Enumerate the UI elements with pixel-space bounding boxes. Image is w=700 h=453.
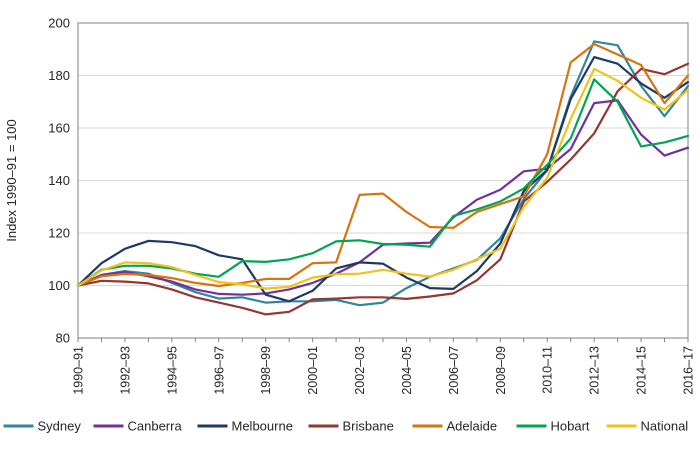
- legend-label-adelaide: Adelaide: [447, 419, 498, 434]
- x-axis-tick-label: 2012–13: [588, 346, 602, 395]
- legend-label-brisbane: Brisbane: [343, 419, 394, 434]
- legend-label-melbourne: Melbourne: [232, 419, 293, 434]
- x-axis-tick-label: 2014–15: [635, 346, 649, 395]
- series-line-brisbane: [76, 62, 690, 316]
- x-axis-tick-label: 2010–11: [541, 346, 555, 394]
- y-axis-tick-label: 200: [48, 16, 70, 31]
- legend-label-sydney: Sydney: [38, 419, 82, 434]
- series-line-national: [76, 67, 690, 290]
- series-line-hobart: [76, 78, 690, 287]
- x-axis-tick-label: 2016–17: [682, 346, 696, 395]
- y-axis-tick-label: 100: [48, 278, 70, 293]
- x-axis-tick-label: 2004–05: [400, 346, 414, 395]
- y-axis-tick-label: 180: [48, 68, 70, 83]
- legend-label-canberra: Canberra: [128, 419, 183, 434]
- x-axis-tick-label: 1996–97: [212, 346, 226, 395]
- x-axis-tick-label: 2008–09: [494, 346, 508, 395]
- x-axis-tick-label: 1992–93: [118, 346, 132, 395]
- y-axis-tick-label: 160: [48, 121, 70, 136]
- series-line-sydney: [76, 40, 690, 307]
- series-line-adelaide: [76, 42, 690, 288]
- x-axis-tick-label: 1998–99: [259, 346, 273, 395]
- series-line-melbourne: [76, 55, 690, 303]
- legend-label-national: National: [641, 419, 689, 434]
- x-axis-tick-label: 2002–03: [353, 346, 367, 395]
- legend-label-hobart: Hobart: [551, 419, 590, 434]
- y-axis-tick-label: 140: [48, 173, 70, 188]
- y-axis-tick-label: 80: [56, 331, 70, 346]
- x-axis-tick-label: 2006–07: [447, 346, 461, 395]
- x-axis-tick-label: 1994–95: [165, 346, 179, 395]
- x-axis-tick-label: 2000–01: [306, 346, 320, 395]
- x-axis-tick-label: 1990–91: [72, 346, 86, 395]
- y-axis-title: Index 1990–91 = 100: [4, 119, 19, 242]
- y-axis-tick-label: 120: [48, 226, 70, 241]
